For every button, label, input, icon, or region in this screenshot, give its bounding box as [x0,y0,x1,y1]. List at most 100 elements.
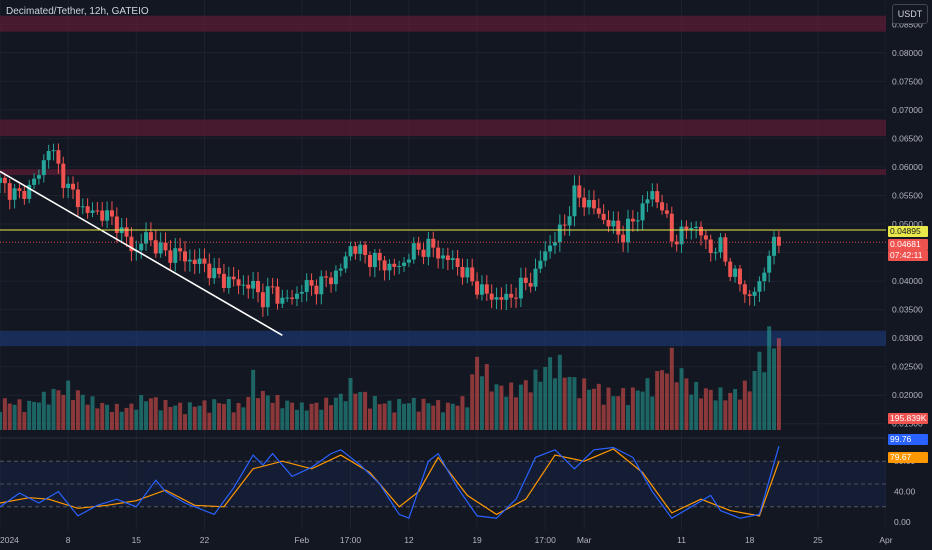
volume-bar [411,397,416,430]
volume-bar [363,391,368,430]
volume-bar [718,387,723,430]
volume-bar [75,390,80,430]
candle-body [109,210,114,217]
candle-body [358,244,363,254]
volume-bar [353,393,358,430]
volume-bar [114,403,119,430]
volume-bar [703,388,708,430]
stoch-k-line [0,446,780,519]
volume-bar [280,408,285,430]
volume-bar [80,394,85,430]
volume-bar [207,412,212,430]
volume-bar [664,373,669,430]
candle-body [348,246,353,257]
candle-body [650,191,655,200]
price-axis[interactable]: 0.08500 0.08000 0.07500 0.07000 0.06500 0.060… [886,0,932,550]
candle-body [197,258,202,264]
volume-bar [85,404,90,430]
volume-bar [713,400,718,430]
volume-bar [377,404,382,430]
volume-bar [333,397,338,430]
candle-body [645,199,650,204]
currency-button[interactable]: USDT [892,4,928,24]
time-tick-label: 17:00 [535,535,557,545]
candle-body [479,284,484,295]
candle-body [518,277,523,299]
candle-body [353,246,358,254]
candle-body [621,234,626,243]
price-zones [0,15,886,347]
time-tick-label: Feb [294,535,309,545]
volume-bar [523,380,528,430]
candle-body [392,263,397,267]
candle-body [46,151,51,161]
volume-bar [265,395,270,430]
candle-body [684,226,689,230]
resistance-price-tag: 0.04895 [888,226,928,237]
volume-bar [387,400,392,430]
candle-body [265,286,270,308]
candle-body [625,218,630,243]
volume-bar [348,377,353,430]
time-tick-label: 25 [813,535,823,545]
price-tick-label: 0.04000 [892,276,923,286]
candle-body [105,210,110,221]
time-tick-label: 19 [472,535,482,545]
price-tick-label: 0.02000 [892,390,923,400]
candle-body [251,280,256,289]
volume-bar [61,394,66,430]
volume-bar [625,405,630,430]
candle-body [217,267,222,274]
candle-body [387,263,392,271]
candle-body [499,297,504,300]
volume-bar [27,400,32,430]
candle-body [538,260,543,269]
volume-bar [182,414,187,430]
price-tick-label: 0.05500 [892,190,923,200]
candle-body [776,236,781,246]
volume-bar [372,395,377,430]
candle-body [402,262,407,266]
volume-bar [314,402,319,430]
time-tick-label: 8 [66,535,71,545]
price-tick-label: 0.06500 [892,133,923,143]
candle-body [187,259,192,262]
volume-bar [66,380,71,430]
volume-bar [285,400,290,430]
candle-body [129,236,134,252]
candle-body [304,280,309,292]
volume-bar [319,409,324,430]
candle-body [36,175,41,179]
candle-body [694,226,699,229]
volume-bar [36,402,41,430]
volume-bar [217,403,222,430]
volume-bar [538,381,543,430]
time-tick-label: 11 [677,535,686,545]
candle-body [75,189,80,208]
volume-bar [294,409,299,430]
volume-bar [465,407,470,430]
candle-body [207,263,212,279]
volume-bars [0,326,781,430]
volume-bar [679,368,684,430]
candle-body [221,273,226,288]
candle-body [56,150,61,164]
candle-body [178,248,183,252]
volume-bar [124,407,129,430]
candle-body [441,255,445,259]
volume-bar [514,397,519,430]
candle-body [699,226,704,236]
volume-bar [684,378,689,430]
candle-body [241,284,246,286]
candle-body [611,220,616,227]
candle-body [742,284,747,295]
time-axis[interactable]: 2024 8 15 22 Feb 17:00 12 19 17:00 Mar 11 18 25 Apr [0,530,932,550]
candle-body [372,252,377,268]
candle-body [27,184,32,199]
volume-bar [187,402,192,430]
volume-bar [2,398,7,430]
volume-bar [246,396,251,430]
candle-body [728,261,733,277]
descending-trendline[interactable] [0,170,283,336]
